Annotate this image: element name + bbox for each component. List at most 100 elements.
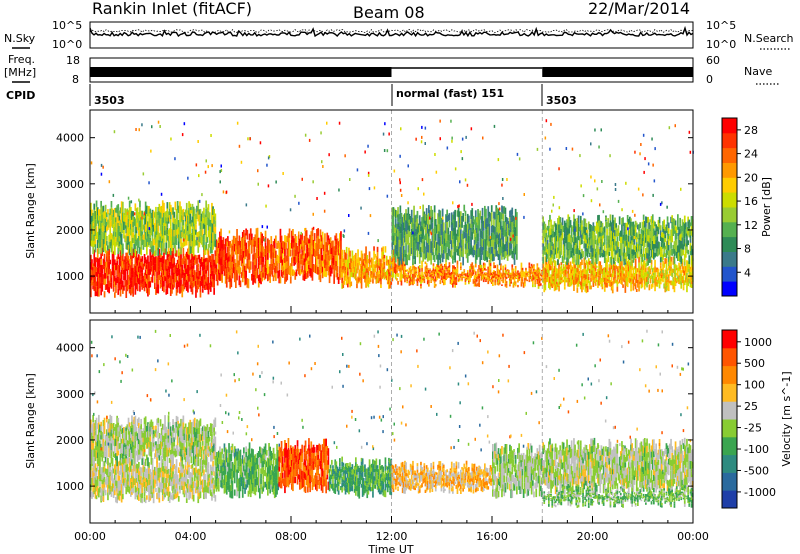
cell — [203, 264, 205, 271]
cell — [163, 286, 165, 293]
cell — [562, 279, 565, 282]
cell — [187, 235, 189, 241]
cell — [533, 273, 535, 276]
cell — [275, 235, 277, 244]
cell — [402, 230, 405, 238]
cell — [641, 264, 644, 269]
cell — [416, 275, 419, 278]
cell — [305, 236, 308, 243]
cell — [573, 228, 575, 235]
cell — [418, 275, 421, 279]
cell — [600, 265, 603, 270]
cell — [476, 238, 478, 244]
cell — [190, 280, 193, 287]
cell — [511, 222, 514, 230]
cell — [603, 226, 606, 233]
cell — [511, 236, 514, 244]
cell — [537, 272, 540, 276]
cell — [189, 213, 192, 224]
cell — [542, 266, 544, 271]
cell — [610, 265, 613, 270]
cell — [432, 271, 435, 274]
cell — [616, 228, 619, 237]
cell — [625, 240, 628, 246]
cell — [116, 261, 118, 266]
cell — [244, 246, 246, 253]
cell — [679, 240, 681, 246]
cell — [593, 276, 596, 280]
cell — [173, 217, 176, 224]
cell — [273, 272, 276, 278]
cell — [656, 236, 659, 242]
cell — [441, 226, 444, 236]
cell — [551, 229, 554, 234]
cell — [680, 256, 683, 264]
cell — [400, 233, 403, 244]
cell — [417, 273, 420, 276]
cell — [579, 269, 582, 274]
cell — [280, 249, 283, 257]
cell — [468, 242, 470, 250]
cell — [679, 223, 681, 229]
cell — [94, 267, 97, 277]
cell — [453, 251, 455, 260]
cell — [640, 273, 643, 278]
cell — [183, 268, 186, 273]
cell — [342, 258, 345, 263]
cell — [407, 270, 410, 273]
cell — [171, 243, 173, 251]
cell — [615, 265, 617, 269]
cell — [441, 272, 444, 275]
cell — [104, 204, 107, 212]
cell — [559, 230, 562, 238]
cell — [602, 270, 605, 273]
cell — [505, 231, 508, 237]
cell — [681, 276, 684, 280]
cell — [464, 210, 467, 217]
cell — [262, 262, 265, 268]
cell — [655, 281, 657, 287]
cell — [171, 275, 173, 285]
cell — [637, 243, 639, 249]
cell — [350, 267, 353, 273]
cell — [231, 256, 234, 262]
cell — [675, 272, 678, 276]
cell — [112, 283, 115, 292]
cell — [337, 248, 340, 256]
cell — [664, 234, 667, 239]
cell — [317, 266, 319, 275]
cell — [184, 272, 187, 278]
cell — [487, 216, 490, 227]
cell — [177, 264, 180, 270]
cell — [627, 271, 630, 277]
cell — [132, 232, 134, 238]
cell — [418, 225, 421, 235]
cell — [516, 243, 518, 252]
cell — [319, 237, 322, 245]
cell — [505, 241, 508, 247]
cell — [132, 211, 134, 217]
cell — [168, 256, 171, 262]
cell — [573, 241, 575, 249]
cell — [136, 215, 139, 223]
cell — [265, 268, 268, 276]
cell — [115, 277, 117, 286]
cell — [155, 264, 157, 272]
cell — [465, 279, 468, 281]
cell — [546, 277, 549, 282]
cell — [674, 277, 677, 282]
cell — [96, 248, 99, 258]
cell — [206, 207, 209, 214]
cell — [361, 253, 364, 257]
cell — [353, 260, 356, 267]
cell — [485, 249, 487, 260]
cell — [488, 223, 491, 230]
cell — [192, 226, 195, 237]
cell — [176, 201, 179, 211]
cell — [292, 235, 294, 243]
cell — [138, 235, 140, 242]
cell — [294, 241, 297, 250]
cell — [175, 229, 178, 235]
cell — [148, 288, 150, 295]
cell — [576, 267, 579, 273]
